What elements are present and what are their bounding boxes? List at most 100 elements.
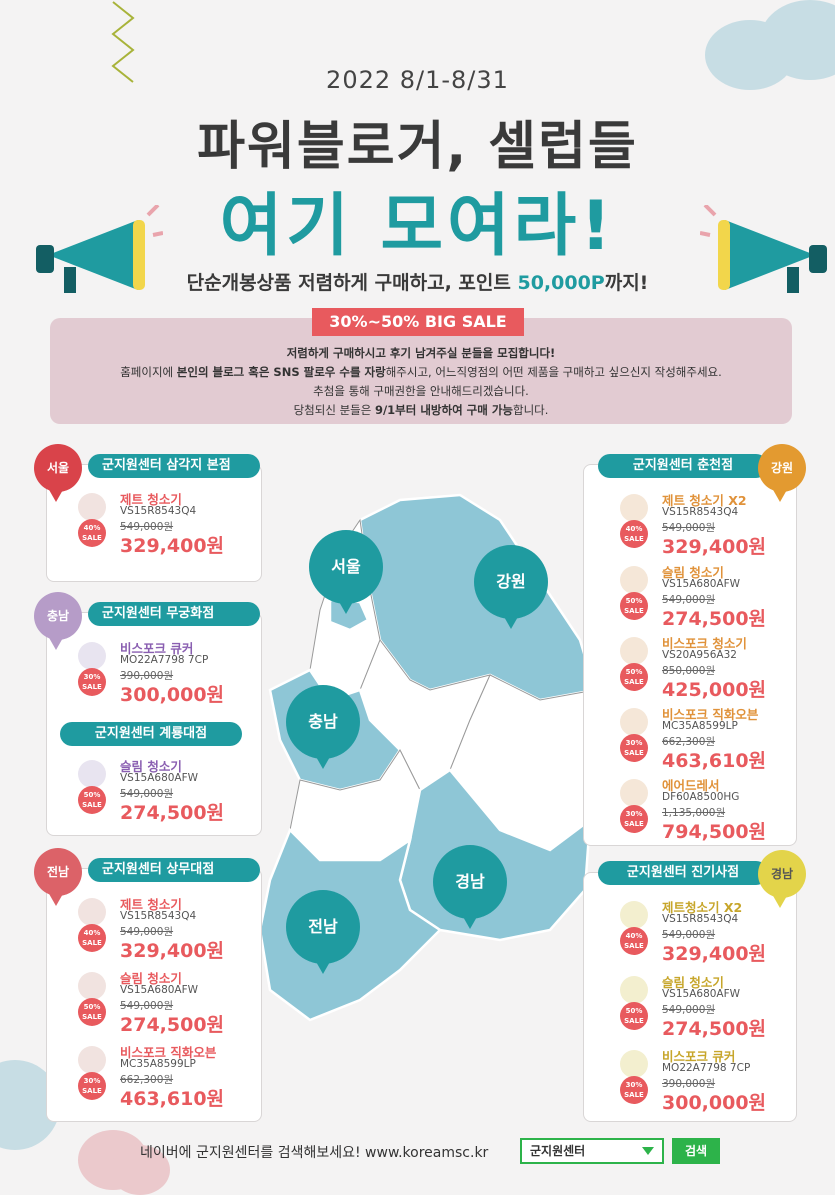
product-model: MO22A7798 7CP xyxy=(662,1062,751,1074)
product-model: VS15R8543Q4 xyxy=(662,913,739,925)
region-pin-seoul: 서울 xyxy=(34,444,82,502)
product-model: MC35A8599LP xyxy=(120,1058,196,1070)
original-price: 662,300원 xyxy=(662,736,716,748)
info-line-3: 추첨을 통해 구매권한을 안내해드리겠습니다. xyxy=(313,384,529,398)
product-name: 제트 청소기 X2 xyxy=(662,493,747,508)
product-model: DF60A8500HG xyxy=(662,791,740,803)
sale-price: 463,610원 xyxy=(120,1088,225,1110)
original-price: 390,000원 xyxy=(120,670,174,682)
product-name: 제트 청소기 xyxy=(120,897,182,912)
region-pin-gangwon: 강원 xyxy=(758,444,806,502)
product-model: VS15R8543Q4 xyxy=(120,505,197,517)
product-jeonnam-2[interactable]: 50% SALE 슬림 청소기 VS15A680AFW 549,000원 274,… xyxy=(78,971,288,1036)
product-name: 슬림 청소기 xyxy=(662,975,724,990)
product-name: 제트 청소기 xyxy=(120,492,182,507)
store-tab-gyeongnam: 군지원센터 진기사점 xyxy=(598,861,768,885)
store-card-gangwon xyxy=(583,464,797,846)
original-price: 549,000원 xyxy=(120,521,174,533)
store-tab-jeonnam: 군지원센터 상무대점 xyxy=(88,858,260,882)
product-thumbnail xyxy=(620,494,648,522)
product-gangwon-5[interactable]: 30% SALE 에어드레서 DF60A8500HG 1,135,000원 794… xyxy=(620,778,830,843)
sale-price: 274,500원 xyxy=(120,802,225,824)
product-jeonnam-1[interactable]: 40% SALE 제트 청소기 VS15R8543Q4 549,000원 329,… xyxy=(78,897,288,962)
sale-price: 274,500원 xyxy=(662,608,767,630)
info-line-2: 홈페이지에 본인의 블로그 혹은 SNS 팔로우 수를 자랑해주시고, 어느직영… xyxy=(120,365,722,379)
discount-badge: 50% SALE xyxy=(620,1002,648,1030)
product-thumbnail xyxy=(78,760,106,788)
dropdown-arrow-icon[interactable] xyxy=(642,1147,654,1155)
product-model: MO22A7798 7CP xyxy=(120,654,209,666)
event-date: 2022 8/1-8/31 xyxy=(326,66,509,94)
product-gangwon-2[interactable]: 50% SALE 슬림 청소기 VS15A680AFW 549,000원 274,… xyxy=(620,565,830,630)
sale-price: 425,000원 xyxy=(662,679,767,701)
sale-price: 794,500원 xyxy=(662,821,767,843)
product-name: 슬림 청소기 xyxy=(120,971,182,986)
product-gangwon-3[interactable]: 50% SALE 비스포크 청소기 VS20A956A32 850,000원 42… xyxy=(620,636,830,701)
title-line-2: 여기 모여라! xyxy=(219,187,616,266)
subline-points: 50,000P xyxy=(517,272,605,294)
region-pin-gyeongnam: 경남 xyxy=(758,850,806,908)
cloud-decoration-top-right-2 xyxy=(760,0,835,80)
product-thumbnail xyxy=(620,566,648,594)
product-model: VS15A680AFW xyxy=(120,772,199,784)
product-thumbnail xyxy=(620,976,648,1004)
region-pin-chungnam: 충남 xyxy=(34,592,82,650)
product-thumbnail xyxy=(78,898,106,926)
korea-map xyxy=(258,493,601,1022)
discount-badge: 40% SALE xyxy=(78,519,106,547)
product-gyeongnam-2[interactable]: 50% SALE 슬림 청소기 VS15A680AFW 549,000원 274,… xyxy=(620,975,830,1040)
megaphone-icon-right xyxy=(700,205,827,293)
product-gyeryong-1[interactable]: 50% SALE 슬림 청소기 VS15A680AFW 549,000원 274,… xyxy=(78,759,288,824)
product-name: 비스포크 청소기 xyxy=(662,636,747,651)
store-card-gyeongnam xyxy=(583,872,797,1122)
original-price: 549,000원 xyxy=(662,522,716,534)
map-bubble-chungnam[interactable]: 충남 xyxy=(286,685,360,769)
map-bubble-jeonnam[interactable]: 전남 xyxy=(286,890,360,974)
product-gyeongnam-3[interactable]: 30% SALE 비스포크 큐커 MO22A7798 7CP 390,000원 3… xyxy=(620,1049,830,1114)
original-price: 549,000원 xyxy=(662,1004,716,1016)
product-model: VS15R8543Q4 xyxy=(120,910,197,922)
product-thumbnail xyxy=(620,779,648,807)
product-thumbnail xyxy=(620,901,648,929)
store-tab-gangwon: 군지원센터 춘천점 xyxy=(598,454,768,478)
map-bubble-gangwon[interactable]: 강원 xyxy=(474,545,548,629)
product-seoul-1[interactable]: 40% SALE 제트 청소기 VS15R8543Q4 549,000원 329,… xyxy=(78,492,288,557)
original-price: 549,000원 xyxy=(662,594,716,606)
product-thumbnail xyxy=(620,637,648,665)
product-name: 에어드레서 xyxy=(662,778,720,793)
store-tab-gyeryong: 군지원센터 계룡대점 xyxy=(60,722,242,746)
discount-badge: 50% SALE xyxy=(620,663,648,691)
search-input[interactable]: 군지원센터 xyxy=(520,1138,664,1164)
product-thumbnail xyxy=(620,708,648,736)
product-gangwon-1[interactable]: 40% SALE 제트 청소기 X2 VS15R8543Q4 549,000원 3… xyxy=(620,493,830,558)
map-bubble-gyeongnam[interactable]: 경남 xyxy=(433,845,507,929)
sale-price: 274,500원 xyxy=(120,1014,225,1036)
original-price: 549,000원 xyxy=(662,929,716,941)
discount-badge: 50% SALE xyxy=(78,786,106,814)
map-bubble-seoul[interactable]: 서울 xyxy=(309,530,383,614)
discount-badge: 30% SALE xyxy=(620,1076,648,1104)
store-tab-seoul: 군지원센터 삼각지 본점 xyxy=(88,454,260,478)
product-model: MC35A8599LP xyxy=(662,720,738,732)
product-jeonnam-3[interactable]: 30% SALE 비스포크 직화오븐 MC35A8599LP 662,300원 4… xyxy=(78,1045,288,1110)
product-name: 비스포크 큐커 xyxy=(120,641,194,656)
product-thumbnail xyxy=(78,493,106,521)
footer-search-prompt: 네이버에 군지원센터를 검색해보세요! www.koreamsc.kr xyxy=(140,1145,489,1161)
product-name: 슬림 청소기 xyxy=(662,565,724,580)
sale-price: 463,610원 xyxy=(662,750,767,772)
product-thumbnail xyxy=(78,642,106,670)
subline-main: 단순개봉상품 저렴하게 구매하고, 포인트 xyxy=(186,272,518,294)
sale-price: 329,400원 xyxy=(120,535,225,557)
search-button[interactable]: 검색 xyxy=(672,1138,720,1164)
product-gangwon-4[interactable]: 30% SALE 비스포크 직화오븐 MC35A8599LP 662,300원 4… xyxy=(620,707,830,772)
product-model: VS20A956A32 xyxy=(662,649,737,661)
sale-price: 300,000원 xyxy=(120,684,225,706)
discount-badge: 50% SALE xyxy=(620,592,648,620)
store-tab-chungnam: 군지원센터 무궁화점 xyxy=(88,602,260,626)
subline-end: 까지! xyxy=(604,272,649,294)
product-chungnam-1[interactable]: 30% SALE 비스포크 큐커 MO22A7798 7CP 390,000원 3… xyxy=(78,641,288,706)
product-gyeongnam-1[interactable]: 40% SALE 제트청소기 X2 VS15R8543Q4 549,000원 32… xyxy=(620,900,830,965)
product-name: 비스포크 직화오븐 xyxy=(120,1045,217,1060)
discount-badge: 40% SALE xyxy=(620,520,648,548)
discount-badge: 30% SALE xyxy=(620,734,648,762)
